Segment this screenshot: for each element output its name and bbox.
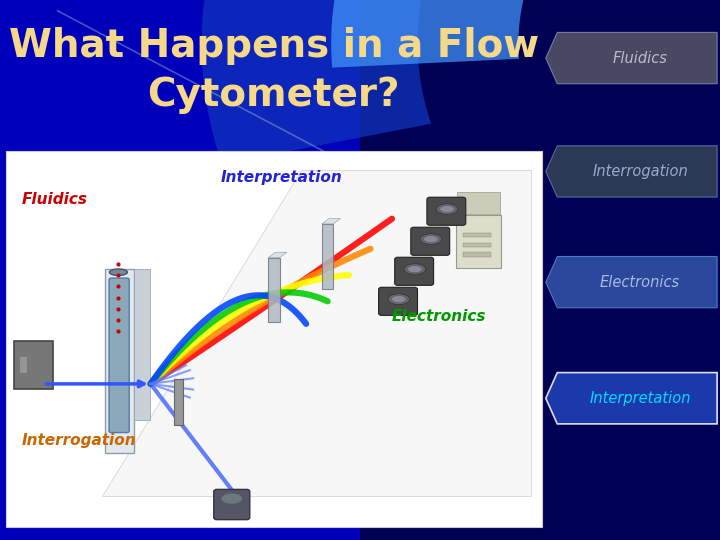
Text: Interrogation: Interrogation: [22, 433, 137, 448]
Polygon shape: [546, 373, 717, 424]
Bar: [20, 357, 27, 373]
Ellipse shape: [388, 294, 410, 305]
Ellipse shape: [424, 235, 438, 242]
Text: Electronics: Electronics: [600, 275, 680, 289]
Polygon shape: [546, 256, 717, 308]
Ellipse shape: [404, 264, 426, 274]
Ellipse shape: [109, 269, 127, 275]
Polygon shape: [202, 0, 720, 164]
FancyBboxPatch shape: [456, 215, 501, 268]
FancyBboxPatch shape: [411, 227, 450, 255]
Polygon shape: [268, 258, 280, 322]
FancyBboxPatch shape: [379, 287, 418, 315]
Bar: [360, 0, 720, 540]
Text: Interpretation: Interpretation: [589, 391, 690, 406]
Bar: [464, 233, 491, 237]
Polygon shape: [102, 170, 531, 496]
FancyBboxPatch shape: [457, 192, 500, 214]
FancyBboxPatch shape: [14, 341, 53, 389]
Bar: [134, 269, 150, 420]
Polygon shape: [322, 219, 341, 224]
Bar: [464, 242, 491, 247]
Ellipse shape: [440, 206, 454, 213]
Ellipse shape: [221, 493, 243, 504]
FancyBboxPatch shape: [214, 489, 250, 519]
Bar: [105, 269, 134, 453]
Bar: [6, 151, 542, 526]
Ellipse shape: [436, 204, 458, 214]
Text: Cytometer?: Cytometer?: [148, 76, 400, 113]
Polygon shape: [546, 32, 717, 84]
Polygon shape: [268, 252, 287, 258]
Text: Interrogation: Interrogation: [592, 164, 688, 179]
Text: Fluidics: Fluidics: [613, 51, 667, 65]
Bar: [464, 252, 491, 256]
Ellipse shape: [420, 234, 442, 245]
Text: Interpretation: Interpretation: [220, 170, 342, 185]
Text: Fluidics: Fluidics: [22, 192, 88, 207]
Bar: [174, 379, 183, 425]
Polygon shape: [331, 0, 720, 68]
Ellipse shape: [408, 266, 422, 273]
Text: What Happens in a Flow: What Happens in a Flow: [9, 27, 539, 65]
Ellipse shape: [392, 295, 406, 302]
Text: Electronics: Electronics: [392, 309, 487, 324]
Polygon shape: [322, 224, 333, 289]
Polygon shape: [546, 146, 717, 197]
FancyBboxPatch shape: [395, 257, 433, 285]
FancyBboxPatch shape: [427, 197, 466, 225]
FancyBboxPatch shape: [109, 278, 129, 433]
